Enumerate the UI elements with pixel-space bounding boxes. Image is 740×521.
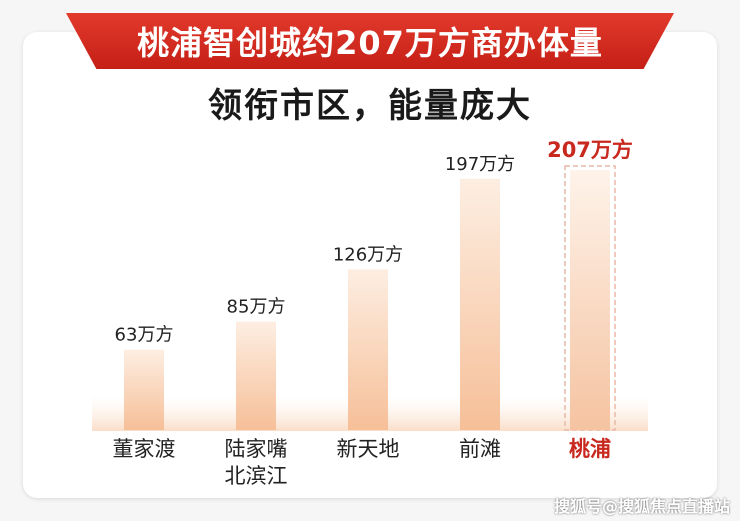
value-label-4: 207万方 [547, 138, 633, 162]
value-label-2: 126万方 [333, 244, 403, 265]
value-label-0: 63万方 [115, 325, 174, 346]
bar-1 [236, 321, 276, 430]
category-label-1: 北滨江 [225, 464, 288, 488]
value-label-1: 85万方 [227, 297, 286, 318]
subtitle: 领衔市区，能量庞大 [208, 86, 532, 126]
category-label-1: 陆家嘴 [225, 437, 288, 461]
value-label-3: 197万方 [445, 154, 515, 175]
category-label-0: 董家渡 [113, 437, 176, 461]
watermark: 搜狐号@搜狐焦点直播站 [553, 497, 730, 516]
bar-2 [348, 269, 388, 430]
category-label-4: 桃浦 [569, 437, 611, 461]
bar-3 [460, 178, 500, 430]
banner-title: 桃浦智创城约207万方商办体量 [66, 13, 674, 69]
category-label-3: 前滩 [459, 437, 501, 461]
category-label-2: 新天地 [337, 437, 400, 461]
bar-4 [570, 170, 610, 430]
bar-0 [124, 349, 164, 430]
